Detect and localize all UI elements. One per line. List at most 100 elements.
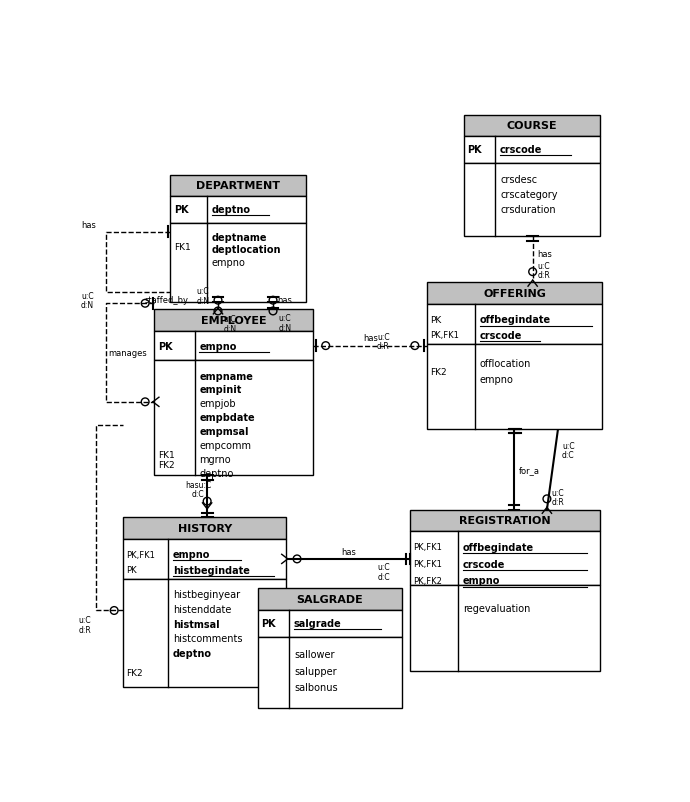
Text: empno: empno <box>199 341 237 351</box>
Text: u:C: u:C <box>196 286 209 295</box>
Text: u:C: u:C <box>78 615 91 625</box>
Text: u:C: u:C <box>551 488 564 497</box>
Text: offlocation: offlocation <box>480 358 531 369</box>
Bar <box>427 345 602 429</box>
Text: deptno: deptno <box>199 468 234 478</box>
Bar <box>170 197 306 224</box>
Text: u:C: u:C <box>538 261 550 271</box>
Text: u:C: u:C <box>377 333 389 342</box>
Text: d:N: d:N <box>81 301 94 310</box>
Text: has: has <box>81 221 97 229</box>
Text: d:R: d:R <box>78 626 91 634</box>
Bar <box>464 164 600 237</box>
Text: PK,FK1: PK,FK1 <box>413 542 442 552</box>
Text: PK: PK <box>431 315 442 325</box>
Text: PK: PK <box>174 205 188 215</box>
Text: u:C: u:C <box>224 314 236 324</box>
Text: PK,FK1: PK,FK1 <box>126 550 155 559</box>
Text: has: has <box>277 296 293 305</box>
Bar <box>258 637 402 707</box>
Text: FK2: FK2 <box>126 669 144 678</box>
Text: PK,FK1: PK,FK1 <box>431 331 460 340</box>
Bar <box>410 532 600 585</box>
Bar <box>258 589 402 610</box>
Text: histenddate: histenddate <box>173 604 231 614</box>
Text: FK2: FK2 <box>158 461 175 470</box>
Text: has: has <box>363 334 377 343</box>
Text: staffed_by: staffed_by <box>144 296 188 305</box>
Bar <box>155 361 313 476</box>
Text: SALGRADE: SALGRADE <box>297 594 364 604</box>
Text: histmsal: histmsal <box>173 619 219 629</box>
Text: PK: PK <box>262 618 276 628</box>
Text: histcomments: histcomments <box>173 634 243 643</box>
Text: crscode: crscode <box>500 145 542 155</box>
Text: salupper: salupper <box>294 666 337 676</box>
Text: crsduration: crsduration <box>500 205 555 215</box>
Text: empno: empno <box>463 576 500 585</box>
Bar <box>155 310 313 331</box>
Text: hasu:C: hasu:C <box>186 480 212 489</box>
Text: has: has <box>538 249 552 258</box>
Text: HISTORY: HISTORY <box>178 524 232 533</box>
Text: u:C: u:C <box>562 442 575 451</box>
Bar <box>410 510 600 532</box>
Text: crsdesc: crsdesc <box>500 174 538 184</box>
Text: histbegindate: histbegindate <box>173 565 250 575</box>
Text: for_a: for_a <box>519 465 540 474</box>
Text: salbonus: salbonus <box>294 683 337 693</box>
Text: PK,FK1: PK,FK1 <box>413 559 442 569</box>
Text: u:C: u:C <box>377 562 391 571</box>
Text: sallower: sallower <box>294 649 335 658</box>
Text: manages: manages <box>108 349 147 358</box>
Bar <box>410 585 600 671</box>
Text: d:R: d:R <box>377 342 390 350</box>
Bar <box>464 137 600 164</box>
Text: offbegindate: offbegindate <box>463 542 534 552</box>
Bar <box>427 283 602 305</box>
Text: d:R: d:R <box>538 271 550 280</box>
Text: empcomm: empcomm <box>199 440 251 451</box>
Text: FK2: FK2 <box>431 367 447 376</box>
Text: crscode: crscode <box>480 330 522 340</box>
Text: OFFERING: OFFERING <box>483 289 546 299</box>
Text: EMPLOYEE: EMPLOYEE <box>201 316 267 326</box>
Text: empbdate: empbdate <box>199 413 255 423</box>
Text: salgrade: salgrade <box>294 618 342 628</box>
Text: crscategory: crscategory <box>500 190 558 200</box>
Text: d:C: d:C <box>192 489 204 498</box>
Text: PK,FK2: PK,FK2 <box>413 577 442 585</box>
Text: FK1: FK1 <box>158 450 175 459</box>
Bar <box>170 176 306 197</box>
Text: d:N: d:N <box>279 323 292 332</box>
Text: d:R: d:R <box>551 498 564 507</box>
Text: PK: PK <box>158 341 173 351</box>
Text: histbeginyear: histbeginyear <box>173 589 240 600</box>
Text: empno: empno <box>480 375 514 384</box>
Text: mgrno: mgrno <box>199 454 231 464</box>
Text: offbegindate: offbegindate <box>480 315 551 325</box>
Text: deptno: deptno <box>212 205 250 215</box>
Text: deptname: deptname <box>212 233 267 243</box>
Text: deptlocation: deptlocation <box>212 245 282 255</box>
Text: regevaluation: regevaluation <box>463 603 531 614</box>
Text: PK: PK <box>468 145 482 155</box>
Bar <box>155 331 313 361</box>
Text: u:C: u:C <box>279 314 291 322</box>
Text: empno: empno <box>212 257 246 267</box>
Text: has: has <box>341 547 355 556</box>
Text: d:C: d:C <box>562 451 575 460</box>
Text: FK1: FK1 <box>174 242 190 252</box>
Text: d:C: d:C <box>377 573 391 581</box>
Bar <box>124 517 286 539</box>
Bar <box>258 610 402 637</box>
Text: PK: PK <box>126 565 137 574</box>
Bar <box>170 224 306 302</box>
Text: DEPARTMENT: DEPARTMENT <box>196 181 279 191</box>
Text: empmsal: empmsal <box>199 427 249 436</box>
Text: REGISTRATION: REGISTRATION <box>460 516 551 526</box>
Bar <box>464 115 600 137</box>
Text: empname: empname <box>199 371 253 381</box>
Text: empinit: empinit <box>199 385 242 395</box>
Text: crscode: crscode <box>463 559 505 569</box>
